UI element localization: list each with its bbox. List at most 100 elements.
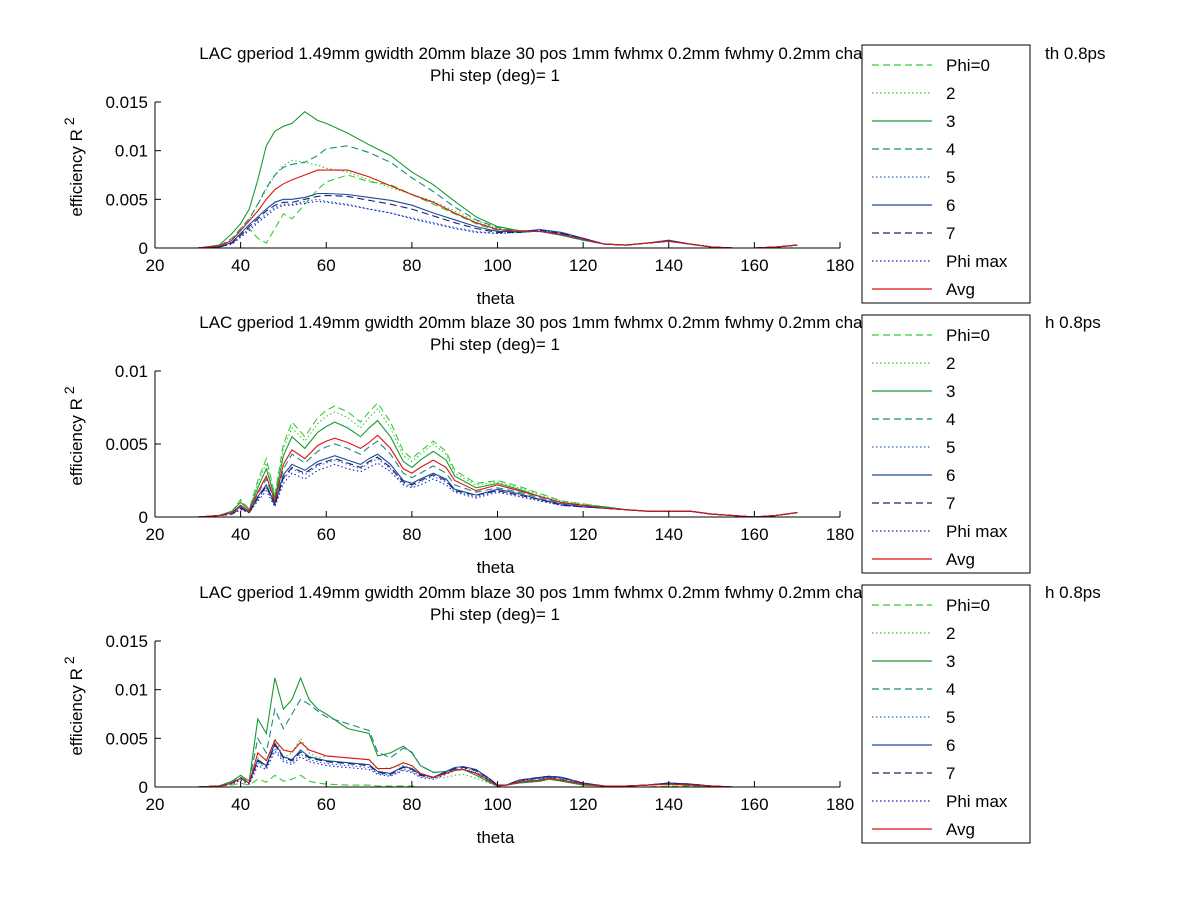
y-tick-label: 0.01 [115, 362, 148, 381]
x-tick-label: 140 [655, 525, 683, 544]
x-tick-label: 100 [483, 795, 511, 814]
x-axis-label: theta [477, 289, 515, 308]
y-tick-label: 0 [139, 508, 148, 527]
plot-title: LAC gperiod 1.49mm gwidth 20mm blaze 30 … [199, 313, 910, 332]
y-tick-label: 0.015 [105, 93, 148, 112]
x-tick-label: 80 [402, 525, 421, 544]
legend-box [861, 584, 1031, 844]
legend-label: 5 [946, 168, 955, 187]
legend-label: 7 [946, 764, 955, 783]
x-tick-label: 20 [146, 525, 165, 544]
legend-box [861, 314, 1031, 574]
legend-label: 6 [946, 736, 955, 755]
series-line [197, 462, 798, 517]
series-line [197, 434, 798, 517]
x-tick-label: 140 [655, 256, 683, 275]
plot-title-tail: h 0.8ps [1045, 313, 1101, 332]
plot-subtitle: Phi step (deg)= 1 [430, 605, 560, 624]
plot-title: LAC gperiod 1.49mm gwidth 20mm blaze 30 … [199, 583, 910, 602]
x-tick-label: 60 [317, 256, 336, 275]
x-tick-label: 120 [569, 256, 597, 275]
y-tick-label: 0.005 [105, 435, 148, 454]
legend: Phi=0 2 3 4 5 6 7 Phi max Avg [861, 584, 1031, 844]
legend-label: 2 [946, 624, 955, 643]
x-tick-label: 40 [231, 525, 250, 544]
legend-label: Avg [946, 550, 975, 569]
legend-label: Phi=0 [946, 56, 990, 75]
series-line [197, 402, 798, 517]
y-tick-label: 0 [139, 778, 148, 797]
x-tick-label: 180 [826, 795, 854, 814]
series-line [197, 456, 798, 517]
subplot-3: LAC gperiod 1.49mm gwidth 20mm blaze 30 … [61, 583, 1101, 847]
series-line [197, 676, 798, 787]
x-tick-label: 160 [740, 795, 768, 814]
legend-label: Phi max [946, 792, 1008, 811]
legend-label: 5 [946, 438, 955, 457]
legend-label: Avg [946, 280, 975, 299]
legend-label: 6 [946, 466, 955, 485]
legend: Phi=0 2 3 4 5 6 7 Phi max Avg [861, 314, 1031, 574]
series-line [197, 198, 798, 248]
series-line [197, 408, 798, 517]
y-tick-label: 0.01 [115, 681, 148, 700]
legend-label: 2 [946, 354, 955, 373]
plot-subtitle: Phi step (deg)= 1 [430, 66, 560, 85]
plot-title-tail: h 0.8ps [1045, 583, 1101, 602]
subplot-2: LAC gperiod 1.49mm gwidth 20mm blaze 30 … [61, 313, 1101, 577]
x-tick-label: 120 [569, 525, 597, 544]
legend-label: 5 [946, 708, 955, 727]
x-tick-label: 100 [483, 256, 511, 275]
x-tick-label: 20 [146, 795, 165, 814]
series-line [197, 145, 798, 248]
x-tick-label: 40 [231, 256, 250, 275]
x-tick-label: 120 [569, 795, 597, 814]
legend-label: 4 [946, 410, 955, 429]
x-tick-label: 80 [402, 256, 421, 275]
x-tick-label: 40 [231, 795, 250, 814]
y-tick-label: 0.015 [105, 632, 148, 651]
x-tick-label: 20 [146, 256, 165, 275]
plot-title: LAC gperiod 1.49mm gwidth 20mm blaze 30 … [199, 44, 910, 63]
series-lines [197, 111, 798, 248]
x-tick-label: 60 [317, 525, 336, 544]
x-tick-label: 140 [655, 795, 683, 814]
series-line [197, 169, 798, 248]
series-lines [197, 402, 798, 517]
subplot-1: LAC gperiod 1.49mm gwidth 20mm blaze 30 … [61, 44, 1106, 308]
legend-box [861, 44, 1031, 304]
x-tick-label: 100 [483, 525, 511, 544]
series-line [197, 739, 798, 787]
x-tick-label: 160 [740, 256, 768, 275]
legend-label: Phi max [946, 252, 1008, 271]
series-line [197, 440, 798, 517]
x-tick-label: 180 [826, 256, 854, 275]
legend-label: 4 [946, 680, 955, 699]
series-line [197, 174, 798, 248]
x-axis-label: theta [477, 828, 515, 847]
y-tick-label: 0.005 [105, 190, 148, 209]
legend-label: 7 [946, 224, 955, 243]
legend-label: Phi=0 [946, 596, 990, 615]
x-tick-label: 160 [740, 525, 768, 544]
series-line [197, 159, 798, 248]
series-line [197, 741, 798, 787]
x-axis-label: theta [477, 558, 515, 577]
y-axis-label: efficiency R2 [61, 386, 86, 486]
x-tick-label: 80 [402, 795, 421, 814]
legend-label: 3 [946, 382, 955, 401]
legend-label: 3 [946, 652, 955, 671]
legend-label: Phi max [946, 522, 1008, 541]
x-tick-label: 180 [826, 525, 854, 544]
y-tick-label: 0.005 [105, 729, 148, 748]
legend-label: 3 [946, 112, 955, 131]
plot-subtitle: Phi step (deg)= 1 [430, 335, 560, 354]
legend-label: 6 [946, 196, 955, 215]
series-line [197, 194, 798, 248]
y-axis-label: efficiency R2 [61, 117, 86, 217]
x-tick-label: 60 [317, 795, 336, 814]
series-line [197, 453, 798, 517]
y-tick-label: 0 [139, 239, 148, 258]
series-line [197, 698, 798, 787]
